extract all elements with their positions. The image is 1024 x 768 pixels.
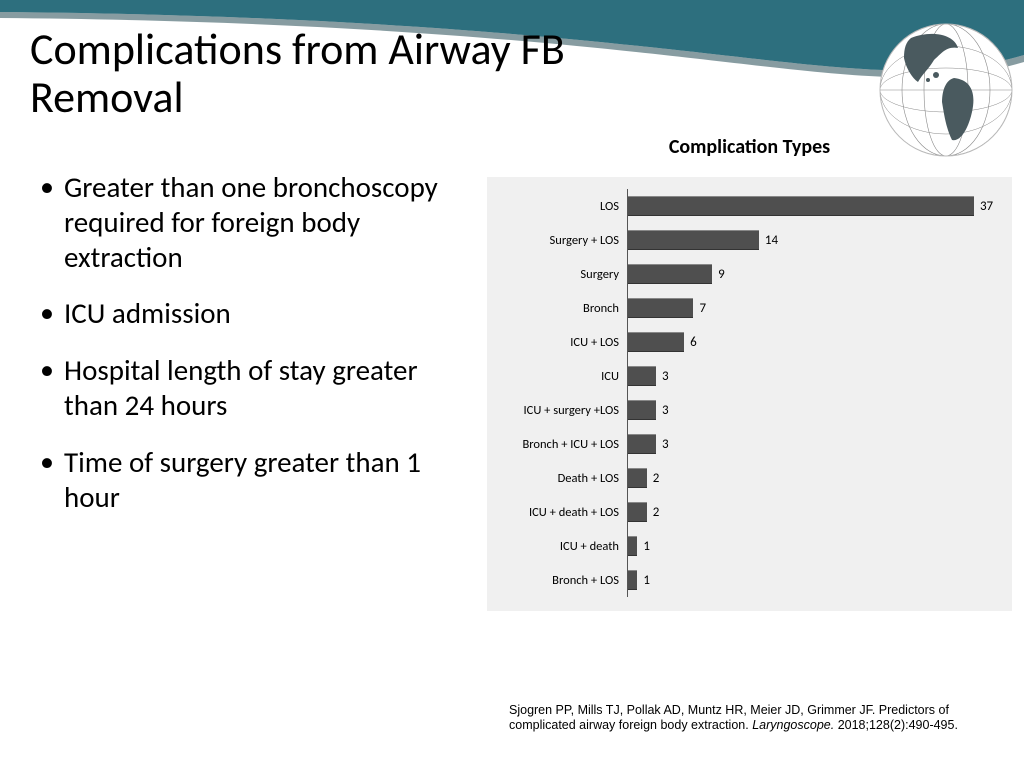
chart-bar	[628, 332, 684, 352]
bullet-list: Greater than one bronchoscopy required f…	[40, 170, 460, 536]
chart-row: Bronch + LOS 1	[497, 563, 1002, 597]
chart-bar-zone: 3	[627, 427, 1002, 461]
chart-category-label: LOS	[497, 199, 627, 214]
chart-bar-zone: 6	[627, 325, 1002, 359]
chart-category-label: Bronch + ICU + LOS	[497, 437, 627, 452]
chart-value-label: 2	[653, 505, 660, 520]
citation-journal: Laryngoscope.	[752, 718, 834, 732]
chart-row: Surgery + LOS 14	[497, 223, 1002, 257]
chart-bar	[628, 570, 637, 590]
chart-value-label: 14	[765, 233, 778, 248]
bullet-item: Time of surgery greater than 1 hour	[40, 445, 460, 515]
complication-chart: Complication Types LOS37Surgery + LOS14S…	[487, 135, 1012, 611]
chart-category-label: Bronch	[497, 301, 627, 316]
chart-category-label: ICU + death	[497, 539, 627, 554]
chart-bar	[628, 400, 656, 420]
chart-bar	[628, 434, 656, 454]
chart-row: ICU + death 1	[497, 529, 1002, 563]
chart-category-label: ICU + death + LOS	[497, 505, 627, 520]
chart-bar-zone: 1	[627, 563, 1002, 597]
citation: Sjogren PP, Mills TJ, Pollak AD, Muntz H…	[509, 703, 1009, 734]
chart-bar	[628, 298, 693, 318]
chart-category-label: ICU + LOS	[497, 335, 627, 350]
chart-bar-zone: 9	[627, 257, 1002, 291]
chart-bar-zone: 7	[627, 291, 1002, 325]
chart-bar-zone: 37	[627, 189, 1002, 223]
chart-bar-zone: 2	[627, 495, 1002, 529]
chart-category-label: ICU	[497, 369, 627, 384]
citation-authors: Sjogren PP, Mills TJ, Pollak AD, Muntz H…	[509, 703, 875, 717]
bullet-item: Greater than one bronchoscopy required f…	[40, 170, 460, 274]
citation-ref: 2018;128(2):490-495.	[838, 718, 958, 732]
chart-value-label: 6	[690, 335, 697, 350]
chart-category-label: ICU + surgery +LOS	[497, 403, 627, 418]
bullet-item: ICU admission	[40, 296, 460, 331]
bullet-item: Hospital length of stay greater than 24 …	[40, 353, 460, 423]
chart-value-label: 1	[643, 573, 650, 588]
chart-row: Bronch 7	[497, 291, 1002, 325]
chart-title: Complication Types	[487, 135, 1012, 159]
chart-row: ICU + death + LOS 2	[497, 495, 1002, 529]
chart-category-label: Bronch + LOS	[497, 573, 627, 588]
chart-row: Surgery 9	[497, 257, 1002, 291]
chart-value-label: 9	[718, 267, 725, 282]
chart-bar-zone: 2	[627, 461, 1002, 495]
chart-bar-zone: 14	[627, 223, 1002, 257]
chart-row: ICU + surgery +LOS 3	[497, 393, 1002, 427]
chart-value-label: 3	[662, 403, 669, 418]
chart-row: Death + LOS 2	[497, 461, 1002, 495]
chart-bar-zone: 3	[627, 359, 1002, 393]
chart-bar-zone: 3	[627, 393, 1002, 427]
chart-category-label: Surgery	[497, 267, 627, 282]
chart-value-label: 2	[653, 471, 660, 486]
chart-value-label: 37	[980, 199, 993, 214]
chart-bar	[628, 366, 656, 386]
chart-bar	[628, 230, 759, 250]
chart-bar	[628, 264, 712, 284]
chart-value-label: 1	[643, 539, 650, 554]
chart-row: ICU 3	[497, 359, 1002, 393]
chart-bar-zone: 1	[627, 529, 1002, 563]
chart-bar	[628, 536, 637, 556]
chart-row: LOS 37	[497, 189, 1002, 223]
slide-title: Complications from Airway FB Removal	[30, 25, 680, 122]
chart-value-label: 7	[699, 301, 706, 316]
chart-bar	[628, 502, 647, 522]
chart-bar	[628, 196, 974, 216]
chart-row: ICU + LOS 6	[497, 325, 1002, 359]
chart-category-label: Surgery + LOS	[497, 233, 627, 248]
chart-plot-area: LOS 37 Surgery + LOS 14 Surgery 9 Bronch 7 ICU +…	[487, 177, 1012, 611]
chart-value-label: 3	[662, 437, 669, 452]
chart-category-label: Death + LOS	[497, 471, 627, 486]
chart-value-label: 3	[662, 369, 669, 384]
chart-row: Bronch + ICU + LOS 3	[497, 427, 1002, 461]
chart-bar	[628, 468, 647, 488]
